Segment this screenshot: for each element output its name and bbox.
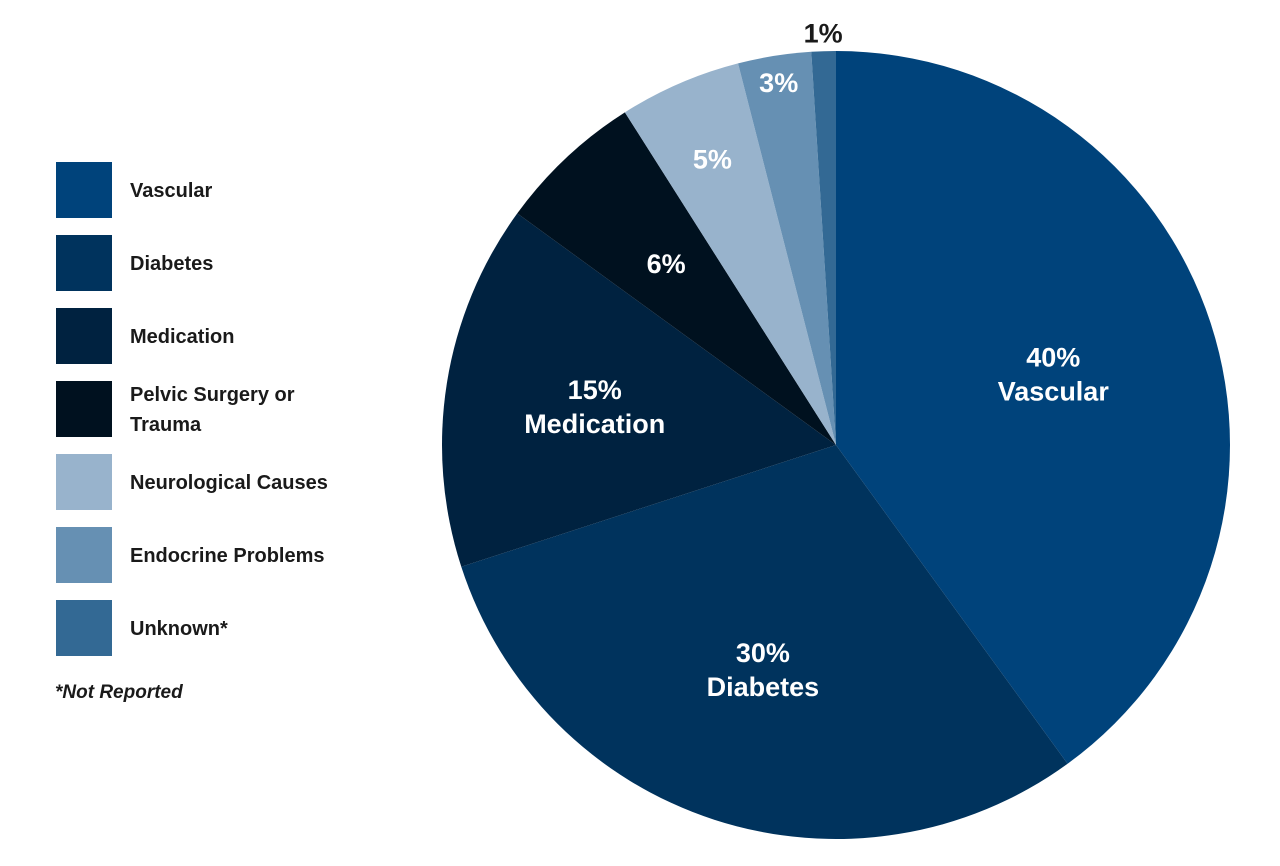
- legend-label-diabetes: Diabetes: [130, 253, 213, 275]
- legend: Vascular Diabetes Medication Pelvic Surgery…: [56, 162, 328, 656]
- slice-label-endocrine-problems: 3%: [759, 68, 798, 98]
- slice-label-unknown: 1%: [804, 19, 843, 49]
- legend-label-unknown: Unknown*: [130, 618, 228, 640]
- legend-label-line: Diabetes: [130, 253, 213, 275]
- legend-label-neurological-causes: Neurological Causes: [130, 472, 328, 494]
- legend-label-line: Trauma: [130, 414, 202, 436]
- legend-swatch-pelvic-surgery-or-trauma: [56, 381, 112, 437]
- pie-slice-diabetes: [461, 445, 1068, 840]
- pie-slice-neurological-causes: [624, 63, 836, 445]
- legend-swatch-neurological-causes: [56, 454, 112, 510]
- footnote: *Not Reported: [55, 682, 183, 703]
- slice-name-medication: Medication: [524, 409, 665, 439]
- legend-swatch-unknown: [56, 600, 112, 656]
- slice-percent-medication: 15%: [568, 375, 622, 405]
- slice-label-medication: 15% Medication: [524, 375, 665, 439]
- legend-swatch-diabetes: [56, 235, 112, 291]
- legend-label-line: Unknown*: [130, 618, 228, 640]
- legend-label-line: Neurological Causes: [130, 472, 328, 494]
- pie-slice-vascular: [836, 51, 1230, 764]
- pie-slice-pelvic-surgery-or-trauma: [517, 112, 836, 445]
- slice-name-diabetes: Diabetes: [707, 672, 820, 702]
- pie-slice-labels: 40% Vascular 30% Diabetes 15% Medication 6% 5% 3…: [524, 19, 1109, 702]
- legend-label-line: Endocrine Problems: [130, 545, 325, 567]
- slice-label-neurological-causes: 5%: [693, 144, 732, 174]
- slice-label-diabetes: 30% Diabetes: [707, 638, 820, 702]
- slice-percent-endocrine-problems: 3%: [759, 68, 798, 98]
- legend-label-pelvic-surgery-or-trauma: Pelvic Surgery or Trauma: [130, 384, 295, 436]
- legend-swatch-vascular: [56, 162, 112, 218]
- slice-percent-neurological-causes: 5%: [693, 144, 732, 174]
- pie-slice-medication: [441, 213, 836, 567]
- legend-label-line: Medication: [130, 326, 234, 348]
- legend-swatch-endocrine-problems: [56, 527, 112, 583]
- pie-slice-unknown: [811, 51, 836, 445]
- legend-label-endocrine-problems: Endocrine Problems: [130, 545, 325, 567]
- slice-label-pelvic-surgery-or-trauma: 6%: [647, 249, 686, 279]
- pie-slice-endocrine-problems: [738, 51, 836, 445]
- slice-percent-vascular: 40%: [1026, 342, 1080, 372]
- legend-label-line: Pelvic Surgery or: [130, 384, 295, 406]
- legend-label-medication: Medication: [130, 326, 234, 348]
- legend-swatch-medication: [56, 308, 112, 364]
- slice-label-vascular: 40% Vascular: [998, 342, 1110, 406]
- slice-percent-unknown: 1%: [804, 19, 843, 49]
- legend-label-line: Vascular: [130, 180, 213, 202]
- slice-percent-pelvic-surgery-or-trauma: 6%: [647, 249, 686, 279]
- legend-label-vascular: Vascular: [130, 180, 213, 202]
- slice-name-vascular: Vascular: [998, 376, 1110, 406]
- pie-slices: [441, 51, 1230, 840]
- slice-percent-diabetes: 30%: [736, 638, 790, 668]
